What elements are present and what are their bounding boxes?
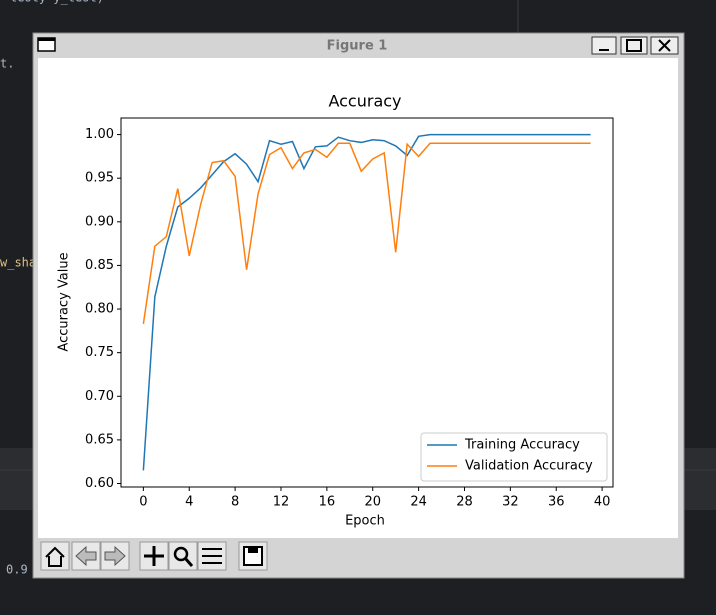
x-tick-label: 0 xyxy=(139,495,147,510)
y-tick-label: 0.75 xyxy=(85,345,114,360)
code-text: 0.9 xyxy=(6,563,28,577)
forward-icon xyxy=(104,545,126,567)
data-line xyxy=(142,142,591,324)
x-tick-label: 32 xyxy=(502,495,519,510)
y-tick-label: 0.60 xyxy=(85,476,114,491)
code-text: w_sha xyxy=(0,256,36,270)
toolbar-buttons[interactable] xyxy=(40,541,268,571)
y-tick-label: 0.90 xyxy=(85,214,114,229)
chart-title: Accuracy xyxy=(328,92,401,111)
y-tick-label: 0.65 xyxy=(85,432,114,447)
legend-box xyxy=(420,432,608,482)
chart: Accuracy Epoch Accuracy Value 0.60 0.65 0.… xyxy=(57,92,614,529)
code-text: testy=y_test) xyxy=(10,0,104,5)
y-tick-label: 1.00 xyxy=(85,127,114,142)
zoom-button[interactable] xyxy=(168,541,198,571)
x-tick-label: 40 xyxy=(594,495,611,510)
home-icon xyxy=(45,546,65,567)
back-icon xyxy=(75,545,97,567)
x-tick-label: 16 xyxy=(319,495,336,510)
y-tick-label: 0.70 xyxy=(85,389,114,404)
close-icon xyxy=(658,39,671,52)
x-tick-label: 20 xyxy=(364,495,381,510)
save-icon xyxy=(248,547,258,553)
x-tick-label: 24 xyxy=(410,495,427,510)
x-tick-label: 12 xyxy=(273,495,290,510)
y-tick-label: 0.80 xyxy=(85,302,114,317)
zoom-icon xyxy=(173,546,189,562)
maximize-icon xyxy=(626,39,642,52)
legend-label: Validation Accuracy xyxy=(465,459,593,474)
window-buttons[interactable] xyxy=(591,36,679,55)
x-tick-label: 28 xyxy=(456,495,473,510)
x-tick-label: 4 xyxy=(185,495,193,510)
y-tick-label: 0.95 xyxy=(85,171,114,186)
y-tick-label: 0.85 xyxy=(85,258,114,273)
data-line xyxy=(142,133,591,471)
window-title: Figure 1 xyxy=(327,39,388,54)
x-tick-label: 8 xyxy=(231,495,239,510)
y-axis-label: Accuracy Value xyxy=(57,252,72,351)
x-axis-label: Epoch xyxy=(345,514,385,529)
code-text: t. xyxy=(0,57,14,71)
zoom-icon xyxy=(183,557,194,567)
minimize-button[interactable] xyxy=(591,36,617,55)
toolbar xyxy=(38,538,678,575)
legend-label: Training Accuracy xyxy=(464,438,580,453)
pan-icon xyxy=(144,546,164,566)
window-icon xyxy=(38,38,55,41)
axes-frame xyxy=(120,117,614,488)
configure-icon xyxy=(202,548,222,564)
x-tick-label: 36 xyxy=(548,495,565,510)
